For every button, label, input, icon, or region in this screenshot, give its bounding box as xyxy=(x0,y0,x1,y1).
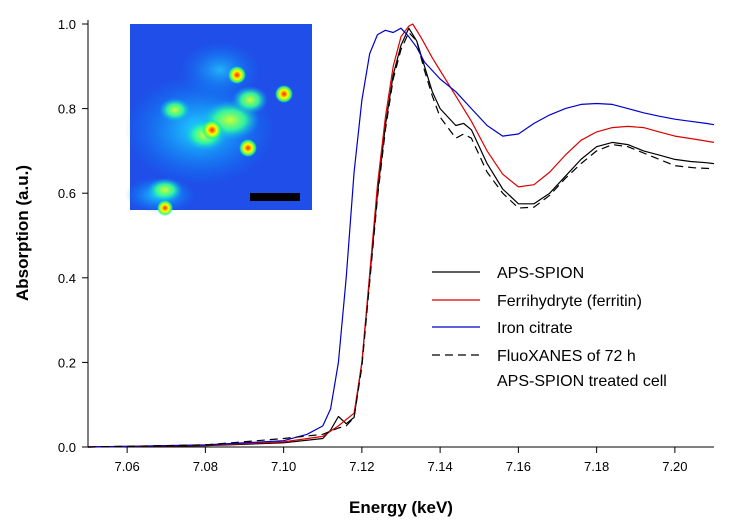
x-ticks: 7.06 7.08 7.10 7.12 7.14 7.16 7.18 7.20 xyxy=(114,447,688,474)
legend-label-fluoxanes: FluoXANES of 72 h xyxy=(497,348,636,365)
x-axis-title: Energy (keV) xyxy=(349,498,453,517)
y-tick-label: 0.6 xyxy=(58,186,76,201)
axes xyxy=(87,20,714,448)
x-tick-label: 7.06 xyxy=(114,459,139,474)
series-line-iron-citrate xyxy=(87,27,715,448)
x-tick-label: 7.10 xyxy=(271,459,296,474)
y-tick-label: 0.4 xyxy=(58,271,76,286)
y-ticks: 0.0 0.2 0.4 0.6 0.8 1.0 xyxy=(58,17,88,455)
legend-label-iron-citrate: Iron citrate xyxy=(497,320,573,337)
x-tick-label: 7.18 xyxy=(584,459,609,474)
y-tick-label: 0.0 xyxy=(58,440,76,455)
scale-bar xyxy=(250,193,300,201)
y-axis-title: Absorption (a.u.) xyxy=(13,165,32,301)
series-line-fluoxanes xyxy=(87,31,715,448)
legend: APS-SPION Ferrihydryte (ferritin) Iron c… xyxy=(432,265,667,390)
y-tick-label: 1.0 xyxy=(58,17,76,32)
series-layer xyxy=(87,23,715,448)
x-tick-label: 7.12 xyxy=(349,459,374,474)
inset-fluorescence-map xyxy=(125,24,312,216)
legend-label-fluoxanes-line2: APS-SPION treated cell xyxy=(497,373,667,390)
y-tick-label: 0.2 xyxy=(58,355,76,370)
x-tick-label: 7.16 xyxy=(506,459,531,474)
x-tick-label: 7.08 xyxy=(193,459,218,474)
legend-label-aps-spion: APS-SPION xyxy=(497,265,584,282)
y-tick-label: 0.8 xyxy=(58,102,76,117)
series-line-ferrihydryte xyxy=(87,23,715,448)
legend-label-ferrihydryte: Ferrihydryte (ferritin) xyxy=(497,293,642,310)
series-line-aps-spion xyxy=(87,27,715,448)
x-tick-label: 7.14 xyxy=(427,459,452,474)
x-tick-label: 7.20 xyxy=(662,459,687,474)
